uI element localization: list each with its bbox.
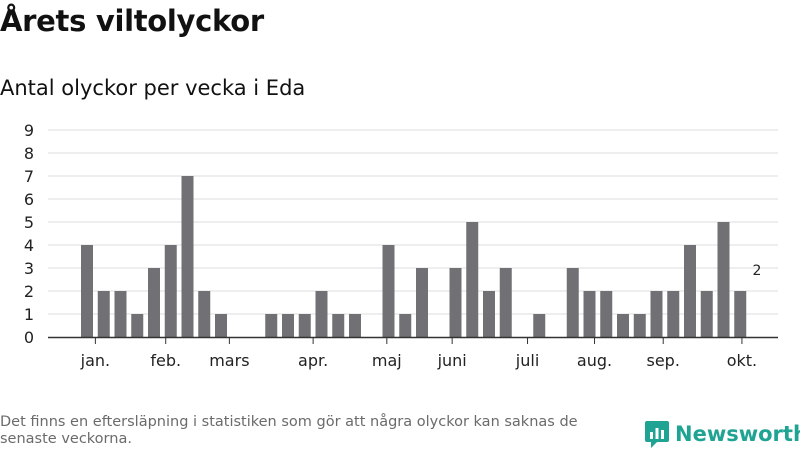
- x-tick-label: jan.: [80, 351, 110, 370]
- bar: [164, 245, 177, 337]
- x-tick-label: okt.: [727, 351, 757, 370]
- bar: [382, 245, 395, 337]
- bar: [282, 314, 294, 337]
- y-tick-label: 4: [24, 236, 34, 255]
- bar: [399, 314, 412, 337]
- bar: [215, 314, 227, 337]
- x-tick-label: maj: [372, 351, 402, 370]
- y-tick-label: 2: [24, 282, 34, 301]
- y-tick-label: 3: [24, 259, 34, 278]
- bar: [583, 291, 596, 337]
- bar: [315, 291, 328, 337]
- bar: [650, 291, 663, 337]
- newsworthy-logo-text: Newsworthy: [675, 422, 800, 446]
- bar: [600, 291, 613, 337]
- chart-title: Årets viltolyckor: [0, 4, 264, 38]
- y-tick-label: 5: [24, 213, 34, 232]
- bar: [566, 268, 579, 337]
- chart-subtitle: Antal olyckor per vecka i Eda: [0, 76, 306, 100]
- bar: [265, 314, 278, 337]
- x-tick-label: juli: [515, 351, 539, 370]
- bar: [298, 314, 311, 337]
- x-tick-label: apr.: [298, 351, 328, 370]
- bar: [466, 222, 479, 337]
- x-tick-label: juni: [437, 351, 467, 370]
- bar: [198, 291, 211, 337]
- bar: [181, 176, 194, 337]
- bar: [449, 268, 462, 337]
- highlight-data-label: 2: [753, 263, 762, 279]
- bar: [533, 314, 546, 337]
- y-tick-label: 7: [24, 167, 34, 186]
- bar: [416, 268, 428, 337]
- bar: [148, 268, 160, 337]
- newsworthy-logo: Newsworthy: [645, 420, 800, 448]
- bar: [131, 314, 144, 337]
- bar: [114, 291, 127, 337]
- x-tick-label: feb.: [150, 351, 181, 370]
- bar: [617, 314, 629, 337]
- x-tick-label: mars: [209, 351, 249, 370]
- y-tick-label: 1: [24, 305, 34, 324]
- bar: [81, 245, 93, 337]
- x-tick-label: aug.: [577, 351, 612, 370]
- bar: [734, 291, 747, 337]
- y-tick-label: 0: [24, 328, 34, 347]
- x-tick-label: sep.: [646, 351, 679, 370]
- bar: [483, 291, 495, 337]
- bar: [700, 291, 713, 337]
- footnote: Det finns en eftersläpning i statistiken…: [0, 414, 578, 447]
- bar: [349, 314, 361, 337]
- newsworthy-logo-icon: [645, 420, 669, 448]
- bar: [97, 291, 110, 337]
- bar: [633, 314, 646, 337]
- bar-chart: 0 1 2 3 4 5 6 7 8 9 2 jan. feb. mars apr. maj juni juli au…: [24, 121, 778, 370]
- bar: [717, 222, 730, 337]
- y-tick-label: 8: [24, 144, 34, 163]
- bar: [332, 314, 345, 337]
- y-tick-label: 9: [24, 121, 34, 140]
- bar: [499, 268, 512, 337]
- bar: [684, 245, 696, 337]
- y-tick-label: 6: [24, 190, 34, 209]
- bar: [667, 291, 680, 337]
